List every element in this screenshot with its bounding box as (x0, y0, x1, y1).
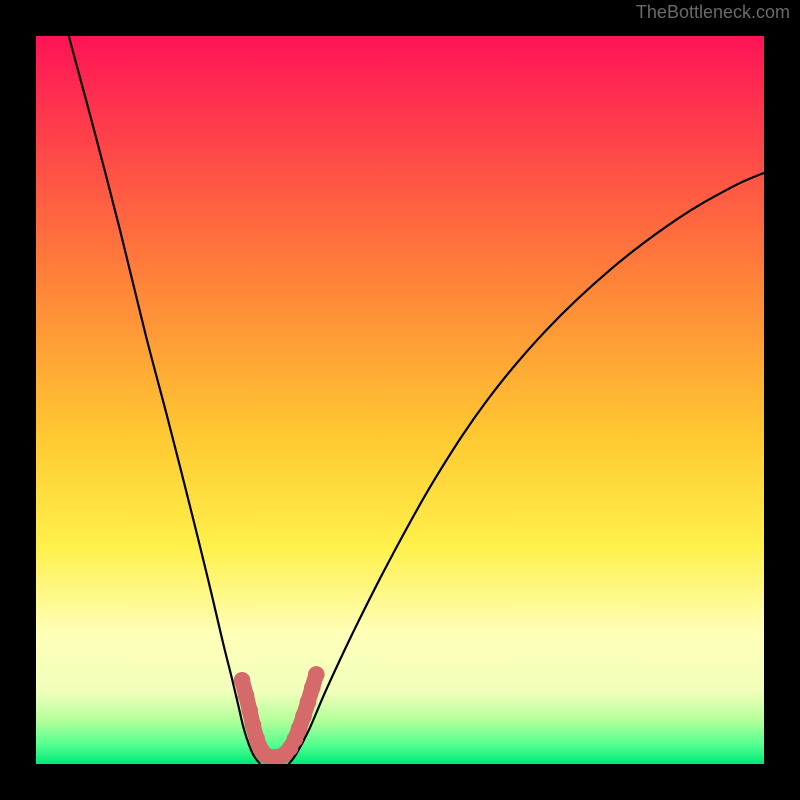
marker-dot (308, 667, 324, 683)
figure-root: TheBottleneck.com (0, 0, 800, 800)
marker-dot (238, 688, 254, 704)
marker-dot (296, 708, 312, 724)
watermark-text: TheBottleneck.com (636, 2, 790, 23)
plot-background (36, 36, 764, 764)
marker-dot (234, 672, 250, 688)
chart-svg (0, 0, 800, 800)
marker-dot (300, 694, 316, 710)
marker-dot (242, 703, 258, 719)
